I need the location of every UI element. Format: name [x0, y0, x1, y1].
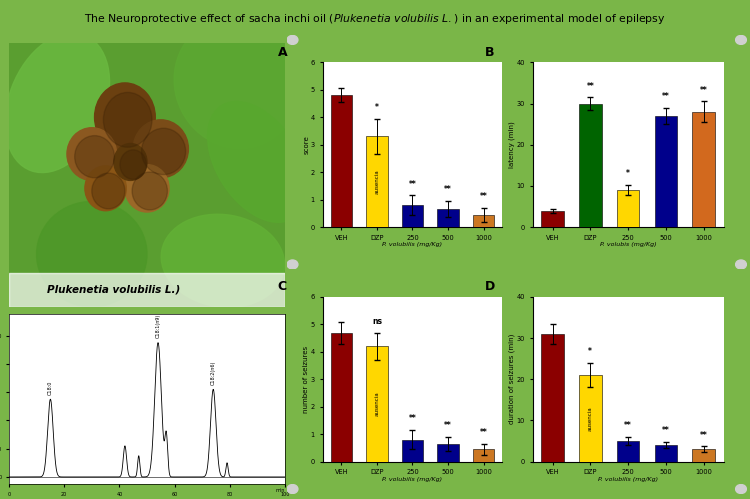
- Y-axis label: score: score: [303, 135, 309, 154]
- Text: The Neuroprotective effect of sacha inchi oil ($\it{Plukenetia\ volubilis\ L.}$): The Neuroprotective effect of sacha inch…: [84, 12, 666, 26]
- Bar: [692, 449, 715, 462]
- Text: **: **: [662, 426, 670, 435]
- Bar: [366, 137, 388, 227]
- Bar: [331, 95, 352, 227]
- Text: C18:0: C18:0: [48, 381, 53, 395]
- Ellipse shape: [37, 202, 147, 307]
- Text: *: *: [589, 347, 592, 356]
- Text: ausencia: ausencia: [588, 406, 592, 431]
- X-axis label: P. volubilis (mg/Kg): P. volubilis (mg/Kg): [598, 477, 658, 482]
- Ellipse shape: [142, 128, 186, 175]
- Text: ausencia: ausencia: [374, 392, 380, 416]
- Text: **: **: [444, 421, 452, 430]
- Bar: [579, 104, 602, 227]
- Circle shape: [287, 260, 298, 269]
- Bar: [692, 112, 715, 227]
- X-axis label: P. volubilis (mg/Kg): P. volubilis (mg/Kg): [382, 242, 442, 247]
- Bar: [402, 205, 423, 227]
- Text: **: **: [586, 82, 594, 91]
- Bar: [437, 209, 459, 227]
- Bar: [616, 190, 640, 227]
- Bar: [402, 440, 423, 462]
- Y-axis label: duration of seizures (min): duration of seizures (min): [509, 334, 515, 425]
- Text: D: D: [484, 280, 495, 293]
- Text: ausencia: ausencia: [374, 169, 380, 194]
- Text: **: **: [480, 192, 488, 201]
- X-axis label: P. volubilis (mg/Kg): P. volubilis (mg/Kg): [382, 477, 442, 482]
- Ellipse shape: [75, 136, 115, 178]
- Text: **: **: [409, 415, 416, 424]
- Text: min: min: [276, 488, 285, 494]
- Circle shape: [287, 485, 298, 494]
- Text: **: **: [700, 431, 707, 440]
- Text: C18:1(n9): C18:1(n9): [155, 314, 160, 338]
- Bar: [579, 375, 602, 462]
- Ellipse shape: [174, 17, 299, 148]
- Text: C: C: [278, 280, 286, 293]
- Bar: [616, 441, 640, 462]
- Text: B: B: [484, 46, 494, 59]
- Y-axis label: number of seizures: number of seizures: [303, 346, 309, 413]
- Ellipse shape: [132, 172, 167, 210]
- Text: *: *: [626, 170, 630, 179]
- Ellipse shape: [125, 165, 169, 212]
- Bar: [437, 444, 459, 462]
- Bar: [542, 334, 564, 462]
- Text: C18:2(n6): C18:2(n6): [211, 361, 216, 385]
- Ellipse shape: [94, 83, 155, 151]
- Bar: [542, 211, 564, 227]
- Bar: [331, 333, 352, 462]
- Text: *: *: [375, 103, 379, 112]
- Circle shape: [736, 485, 746, 494]
- Ellipse shape: [67, 128, 117, 181]
- Ellipse shape: [5, 33, 109, 173]
- Ellipse shape: [208, 102, 308, 223]
- Ellipse shape: [104, 92, 152, 147]
- Bar: [655, 445, 677, 462]
- Ellipse shape: [161, 214, 285, 307]
- Bar: [473, 449, 494, 462]
- Ellipse shape: [92, 173, 125, 209]
- Text: **: **: [409, 180, 416, 189]
- Bar: [473, 215, 494, 227]
- Text: **: **: [700, 86, 707, 95]
- Ellipse shape: [120, 150, 146, 179]
- Bar: [655, 116, 677, 227]
- Circle shape: [287, 35, 298, 44]
- Circle shape: [736, 35, 746, 44]
- Text: **: **: [444, 186, 452, 195]
- Text: **: **: [480, 428, 488, 437]
- Ellipse shape: [134, 120, 188, 178]
- Ellipse shape: [85, 166, 126, 211]
- Bar: [9, 272, 285, 307]
- X-axis label: P. volubis (mg/Kg): P. volubis (mg/Kg): [600, 242, 656, 247]
- Text: A: A: [278, 46, 287, 59]
- Y-axis label: latency (min): latency (min): [509, 121, 515, 168]
- Bar: [366, 346, 388, 462]
- Text: Plukenetia volubilis L.): Plukenetia volubilis L.): [47, 285, 181, 295]
- Ellipse shape: [114, 144, 147, 181]
- Text: **: **: [662, 92, 670, 101]
- Text: **: **: [624, 421, 632, 430]
- Text: ns: ns: [372, 317, 382, 326]
- Circle shape: [736, 260, 746, 269]
